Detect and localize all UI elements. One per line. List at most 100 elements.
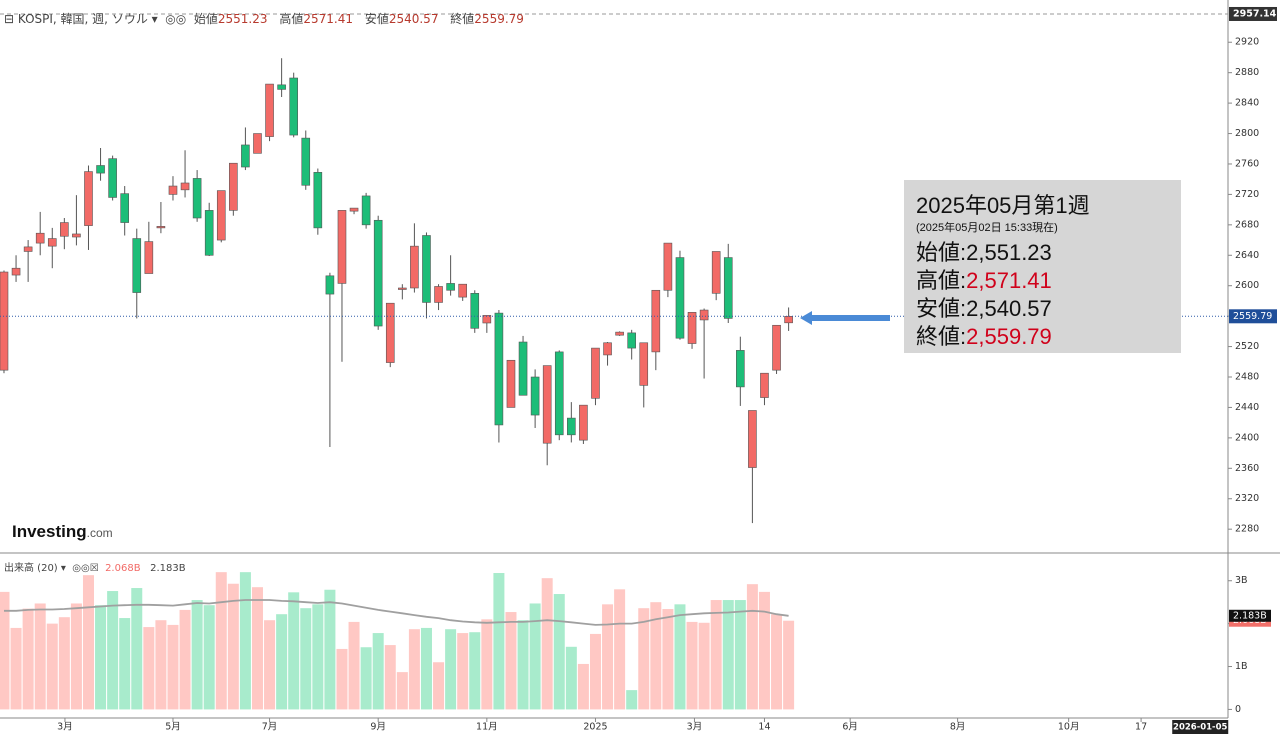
separator: : bbox=[960, 240, 967, 265]
ma-value-box bbox=[1229, 609, 1271, 622]
volume-bar bbox=[312, 604, 324, 710]
candle-body bbox=[591, 347, 600, 399]
candle-body bbox=[132, 238, 142, 293]
candle-body bbox=[699, 309, 709, 321]
candle-body bbox=[277, 84, 286, 90]
x-tick-label: 7月 bbox=[262, 722, 278, 733]
candle-body bbox=[760, 372, 769, 398]
y-tick-label: 2480 bbox=[1235, 372, 1259, 383]
ma-value: 2.183B bbox=[150, 563, 186, 574]
volume-bar bbox=[577, 663, 589, 710]
volume-bar bbox=[662, 609, 674, 710]
candle-body bbox=[253, 133, 262, 154]
candle-body bbox=[639, 342, 649, 386]
volume-bar bbox=[215, 572, 227, 710]
x-tick-label: 11月 bbox=[476, 722, 498, 733]
volume-bar bbox=[408, 629, 420, 710]
candle-body bbox=[23, 246, 33, 252]
volume-bar bbox=[10, 627, 22, 710]
y-tick-label: 2400 bbox=[1235, 432, 1259, 443]
candle-body bbox=[373, 219, 383, 327]
candle-body bbox=[603, 342, 612, 356]
volume-bar bbox=[746, 584, 758, 710]
candle-body bbox=[494, 312, 504, 426]
candle-body bbox=[446, 283, 455, 291]
x-marker-box bbox=[1172, 720, 1229, 734]
candle-body bbox=[530, 376, 540, 416]
candle-body bbox=[216, 190, 226, 241]
volume-bar bbox=[445, 629, 457, 710]
candle-body bbox=[108, 158, 117, 198]
logo: Investing.com bbox=[12, 522, 113, 542]
info-label: 終値 bbox=[916, 324, 961, 349]
open-value: 2551.23 bbox=[217, 12, 268, 26]
candle-body bbox=[410, 245, 419, 289]
candle-body bbox=[748, 410, 757, 468]
y-tick-label: 2760 bbox=[1235, 158, 1259, 169]
candle-body bbox=[301, 137, 311, 186]
volume-bar bbox=[541, 578, 553, 710]
volume-bar bbox=[155, 620, 167, 710]
pointer-arrow bbox=[800, 311, 890, 325]
volume-bar bbox=[758, 591, 770, 710]
candle-body bbox=[723, 257, 733, 319]
x-tick-label: 8月 bbox=[950, 722, 966, 733]
volume-bar bbox=[239, 572, 251, 710]
candle-body bbox=[349, 207, 359, 212]
logo-suffix: .com bbox=[86, 526, 113, 540]
volume-bar bbox=[783, 620, 795, 710]
candle-body bbox=[482, 315, 492, 324]
symbol: KOSPI, 韓国, 週, ソウル bbox=[17, 12, 148, 26]
candle-body bbox=[784, 315, 793, 324]
volume-bar bbox=[360, 647, 372, 710]
volume-bar bbox=[722, 600, 734, 710]
y-tick-label: 2360 bbox=[1235, 463, 1259, 474]
volume-bar bbox=[336, 648, 348, 710]
candle-body bbox=[72, 233, 81, 238]
candle-body bbox=[675, 257, 685, 339]
y-tick-label: 2800 bbox=[1235, 128, 1259, 139]
candle-body bbox=[385, 302, 395, 363]
candle-body bbox=[168, 185, 178, 195]
high-label: 高値 bbox=[279, 12, 304, 26]
volume-bar bbox=[276, 614, 288, 710]
volume-bar bbox=[529, 603, 541, 710]
volume-bar bbox=[372, 633, 384, 710]
separator: : bbox=[960, 324, 967, 349]
volume-bar bbox=[384, 645, 396, 710]
info-row: 安値:2,540.57 bbox=[916, 291, 1052, 323]
volume-bar bbox=[650, 602, 662, 710]
candle-body bbox=[542, 365, 552, 444]
candle-body bbox=[84, 171, 93, 226]
y-tick-label: 2440 bbox=[1235, 402, 1259, 413]
candle-body bbox=[506, 359, 516, 408]
y-tick-label: 2680 bbox=[1235, 219, 1259, 230]
volume-bar bbox=[505, 612, 517, 710]
volume-bar bbox=[553, 594, 565, 710]
close-label: 終値 bbox=[450, 12, 475, 26]
volume-bar bbox=[251, 587, 263, 710]
volume-bar bbox=[433, 662, 445, 710]
candle-body bbox=[144, 241, 154, 274]
volume-bar bbox=[638, 608, 650, 710]
candle-body bbox=[0, 271, 9, 371]
x-tick-label: 5月 bbox=[165, 722, 181, 733]
logo-brand: Investing bbox=[12, 522, 87, 541]
y-tick-label: 2280 bbox=[1235, 524, 1259, 535]
candle-body bbox=[96, 165, 105, 174]
y-tick-label: 1B bbox=[1235, 661, 1248, 672]
volume-bar bbox=[46, 623, 58, 710]
candle-body bbox=[567, 417, 576, 436]
info-box: 2025年05月第1週 (2025年05月02日 15:33現在) 始値:2,5… bbox=[904, 180, 1181, 353]
candle-body bbox=[627, 332, 636, 349]
volume-bar bbox=[95, 605, 107, 710]
info-subtitle: (2025年05月02日 15:33現在) bbox=[916, 222, 1058, 234]
candle-body bbox=[180, 182, 190, 191]
info-value: 2,540.57 bbox=[966, 296, 1052, 321]
candle-body bbox=[736, 350, 745, 388]
volume-bar bbox=[300, 608, 312, 710]
candle-body bbox=[35, 232, 45, 244]
volume-bar bbox=[457, 633, 469, 710]
info-label: 始値 bbox=[916, 240, 961, 265]
